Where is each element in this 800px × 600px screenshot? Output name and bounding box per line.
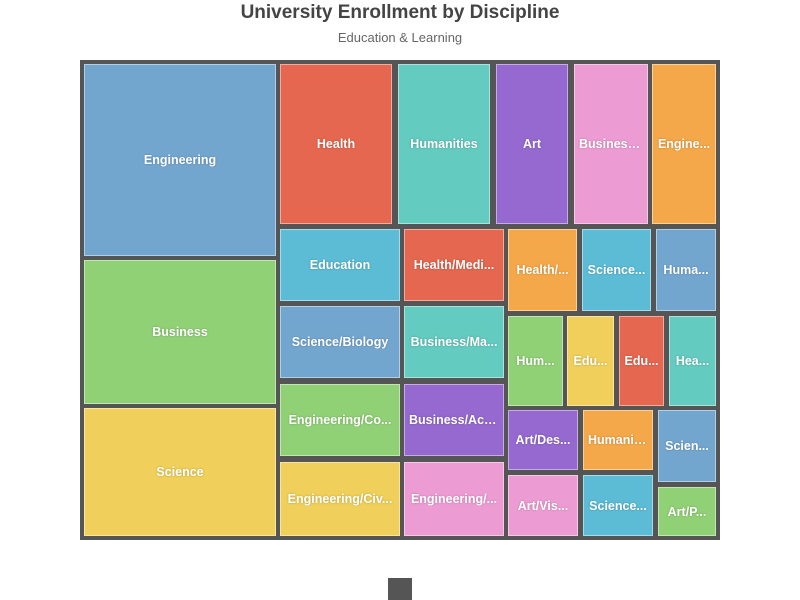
treemap-tile[interactable]: Art/P...: [658, 487, 716, 536]
treemap-tile[interactable]: Business: [84, 260, 276, 404]
treemap-tile-label: Health: [316, 137, 356, 151]
treemap-tile-label: Art/Des...: [515, 433, 571, 447]
treemap-tile[interactable]: Health/...: [508, 229, 577, 311]
treemap-tile-label: Engineering/...: [410, 492, 498, 506]
treemap-tile-label: Humanit...: [588, 433, 649, 447]
treemap-tile-label: Engineering/Co...: [288, 413, 392, 427]
treemap-tile[interactable]: Science: [84, 408, 276, 536]
treemap-tile[interactable]: Hea...: [669, 316, 716, 406]
treemap-tile-label: Science: [156, 465, 204, 479]
treemap-tile[interactable]: Art/Vis...: [508, 475, 578, 536]
treemap-tile-label: Business: [152, 325, 208, 339]
treemap-tile[interactable]: Business...: [574, 64, 648, 224]
treemap-tile-label: Science...: [589, 498, 647, 513]
treemap-tile[interactable]: Business/Acc...: [404, 384, 504, 456]
treemap-tile[interactable]: Art/Des...: [508, 410, 578, 470]
treemap-tile[interactable]: Hum...: [508, 316, 563, 406]
treemap-tile[interactable]: Science...: [583, 475, 653, 536]
treemap-tile[interactable]: Engineering/...: [404, 462, 504, 536]
treemap-tile-label: Huma...: [663, 263, 709, 277]
treemap-tile-label: Hum...: [516, 354, 555, 368]
treemap-tile-label: Health/...: [516, 263, 569, 277]
treemap-tile[interactable]: Education: [280, 229, 400, 301]
treemap-tile-label: Business/Ma...: [410, 335, 498, 349]
treemap-tile-label: Engineering/Civ...: [287, 492, 393, 506]
treemap-tile-label: Engineering: [143, 153, 217, 167]
treemap-tile[interactable]: Business/Ma...: [404, 306, 504, 378]
treemap-tile[interactable]: Art: [496, 64, 568, 224]
chart-title: University Enrollment by Discipline: [240, 2, 560, 23]
treemap-tile-label: Art/Vis...: [517, 498, 569, 513]
treemap-tile-label: Humanities: [410, 137, 478, 151]
treemap-tile-label: Hea...: [675, 354, 710, 368]
treemap-plot-area: Engineering Business Science Health Humaniti…: [80, 60, 720, 540]
treemap-tile[interactable]: Humanit...: [583, 410, 653, 470]
treemap-tile-label: Edu...: [573, 354, 608, 368]
treemap-tile[interactable]: Engineering/Co...: [280, 384, 400, 456]
treemap-tile-label: Scien...: [665, 439, 709, 453]
treemap-tile[interactable]: Edu...: [619, 316, 664, 406]
treemap-tile[interactable]: Scien...: [658, 410, 716, 482]
treemap-tile[interactable]: Science...: [582, 229, 651, 311]
treemap-tile-label: Education: [309, 258, 371, 272]
treemap-tile-label: Health/Medi...: [413, 258, 495, 272]
treemap-tile[interactable]: Edu...: [567, 316, 614, 406]
treemap-tile[interactable]: Engine...: [652, 64, 716, 224]
treemap-tile-label: Engine...: [657, 137, 711, 151]
chart-subtitle: Education & Learning: [337, 30, 463, 45]
treemap-tile[interactable]: Health: [280, 64, 392, 224]
treemap-tile[interactable]: Engineering: [84, 64, 276, 256]
treemap-tile-label: Art: [522, 137, 542, 151]
treemap-tile-label: Business/Acc...: [409, 413, 502, 427]
treemap-tile[interactable]: Engineering/Civ...: [280, 462, 400, 536]
treemap-tile-label: Business...: [579, 137, 645, 151]
treemap-tile[interactable]: Humanities: [398, 64, 490, 224]
treemap-tile[interactable]: Health/Medi...: [404, 229, 504, 301]
treemap-tile-label: Science...: [587, 263, 646, 277]
treemap-tile-label: Art/P...: [667, 504, 707, 519]
treemap-tile-label: Edu...: [624, 354, 659, 368]
treemap-tile-label: Science/Biology: [291, 335, 389, 349]
treemap-tile[interactable]: Huma...: [656, 229, 716, 311]
treemap-tile[interactable]: Science/Biology: [280, 306, 400, 378]
legend-swatch[interactable]: [388, 578, 412, 600]
